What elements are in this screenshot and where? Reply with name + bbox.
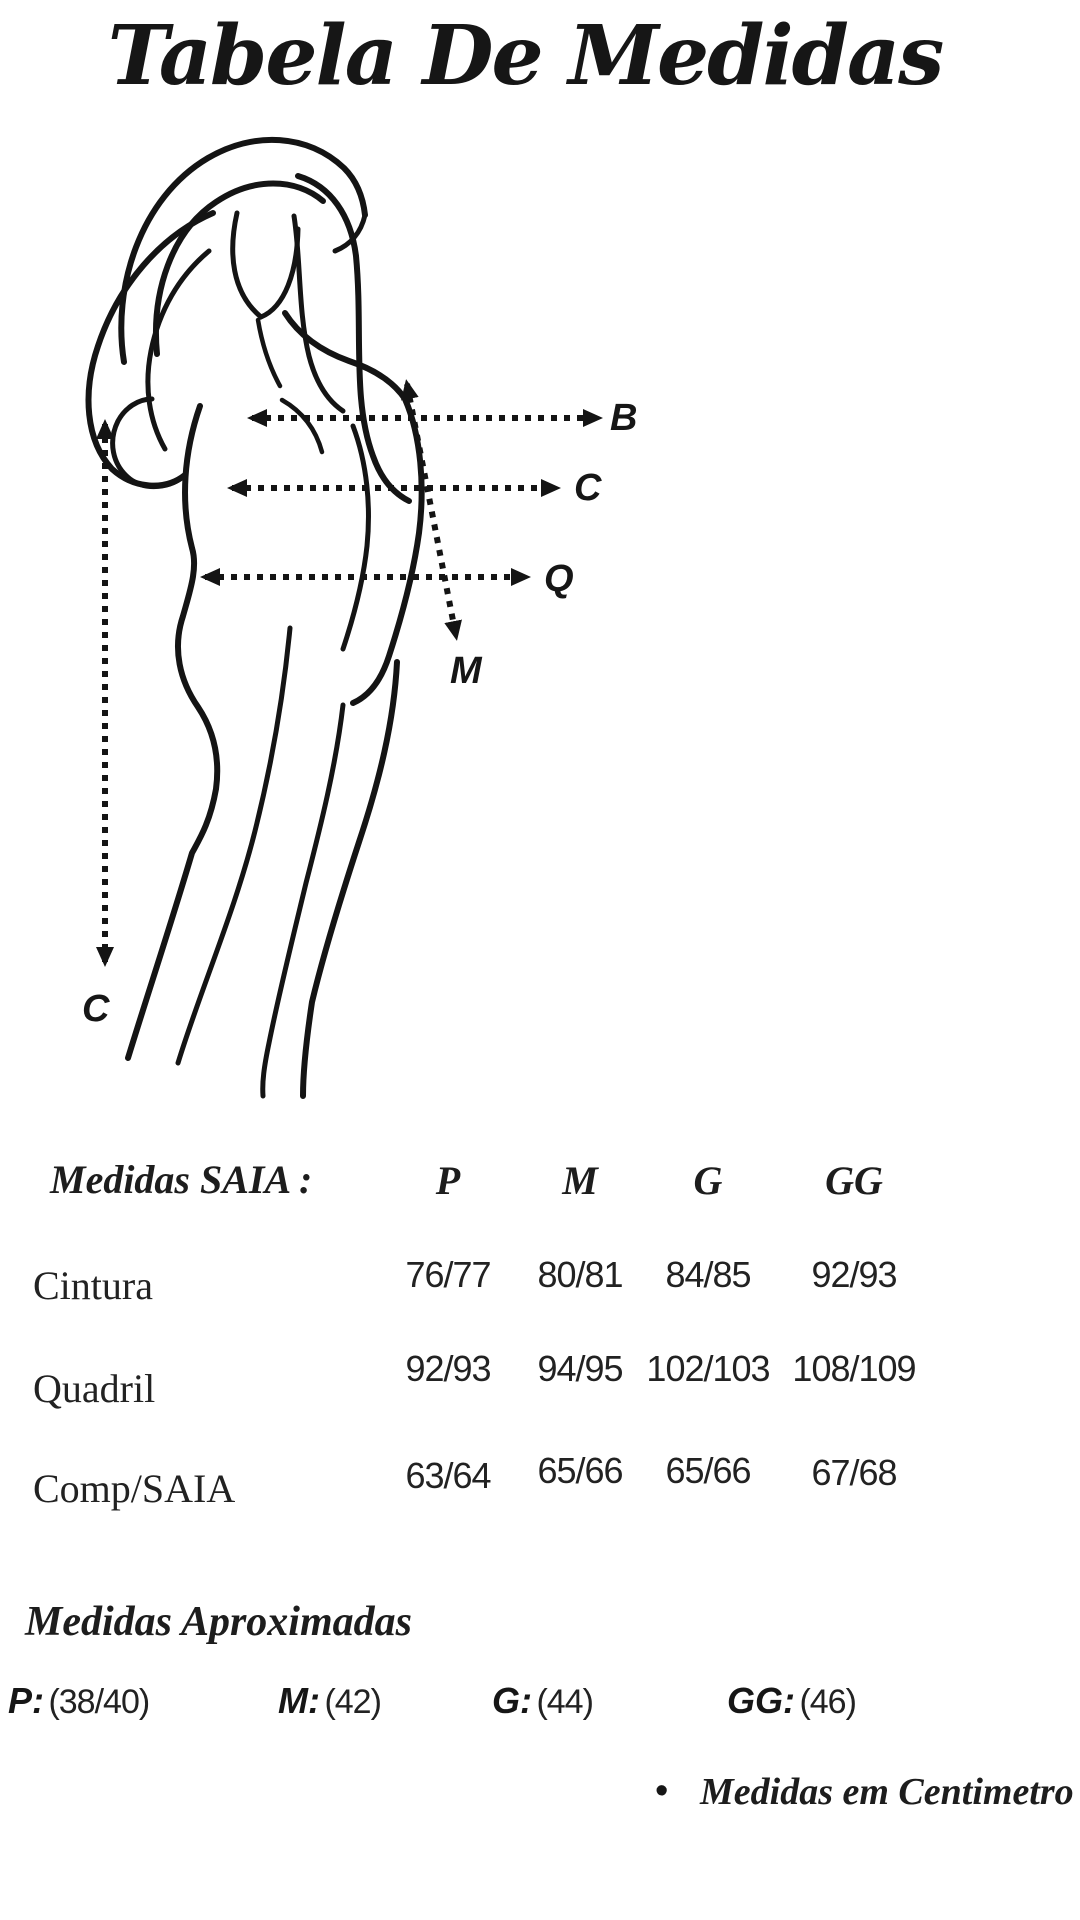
approx-size-gg-label: GG: [727, 1680, 795, 1721]
cell-cintura-g: 84/85 [665, 1254, 751, 1295]
cell-comp-m: 65/66 [537, 1450, 623, 1491]
units-note: Medidas em Centimetro [700, 1771, 1074, 1813]
bust-measure-label: B [610, 397, 638, 439]
approx-size-m: M: (42) [278, 1680, 382, 1722]
cell-comp-p: 63/64 [405, 1455, 491, 1496]
diagonal-measure-label: M [450, 650, 482, 692]
approx-size-g: G: (44) [492, 1680, 594, 1722]
cell-quadril-m: 94/95 [537, 1348, 623, 1389]
approx-size-g-label: G: [492, 1680, 532, 1721]
approx-size-p-value: (38/40) [48, 1683, 150, 1721]
cell-cintura-m: 80/81 [537, 1254, 623, 1295]
approx-size-m-label: M: [278, 1680, 320, 1721]
size-table-heading: Medidas SAIA : [50, 1157, 313, 1202]
cell-comp-g: 65/66 [665, 1450, 751, 1491]
approx-size-gg-value: (46) [799, 1683, 856, 1721]
approx-sizes-heading: Medidas Aproximadas [25, 1599, 412, 1645]
column-header-g: G [693, 1158, 723, 1203]
body-silhouette-illustration [85, 136, 603, 1099]
cell-quadril-gg: 108/109 [792, 1348, 916, 1389]
length-measure-label: C [82, 988, 110, 1030]
approx-size-gg: GG: (46) [727, 1680, 857, 1722]
cell-cintura-p: 76/77 [405, 1254, 491, 1295]
cell-cintura-gg: 92/93 [811, 1254, 897, 1295]
cell-quadril-g: 102/103 [646, 1348, 770, 1389]
column-header-m: M [562, 1158, 598, 1203]
woman-line-drawing [85, 136, 425, 1099]
page-title: Tabela De Medidas [107, 8, 945, 104]
column-header-p: P [435, 1158, 461, 1203]
measurement-arrows [96, 379, 603, 967]
approx-size-g-value: (44) [536, 1683, 593, 1721]
approx-size-m-value: (42) [324, 1683, 381, 1721]
approx-size-p-label: P: [8, 1680, 44, 1721]
cell-comp-gg: 67/68 [811, 1452, 897, 1493]
diagonal-arrow [401, 379, 462, 641]
approx-size-p: P: (38/40) [8, 1680, 150, 1722]
cell-quadril-p: 92/93 [405, 1348, 491, 1389]
row-label-cintura: Cintura [33, 1263, 153, 1308]
bullet-icon: • [655, 1770, 669, 1812]
row-label-quadril: Quadril [33, 1366, 156, 1411]
column-header-gg: GG [825, 1158, 883, 1203]
row-label-comp-saia: Comp/SAIA [33, 1466, 236, 1511]
hip-measure-label: Q [544, 558, 574, 600]
waist-measure-label: C [574, 467, 602, 509]
